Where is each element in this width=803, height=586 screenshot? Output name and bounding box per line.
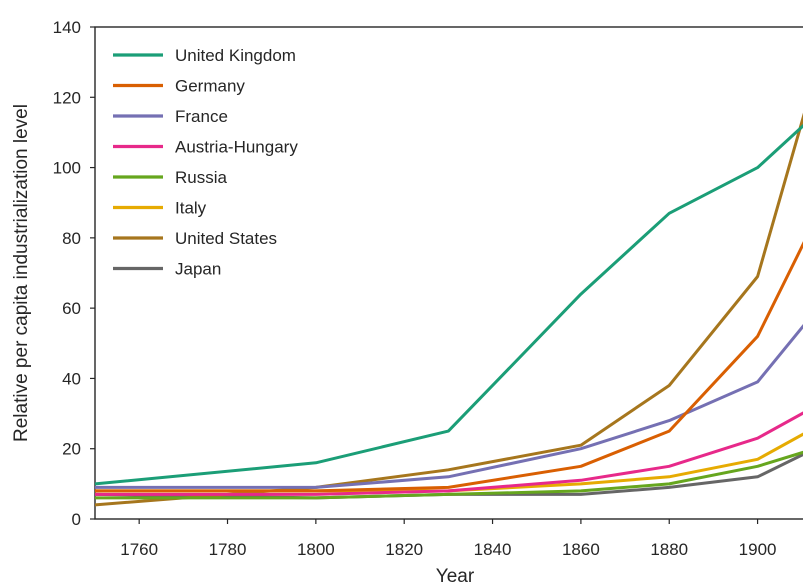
- x-tick-label: 1880: [650, 540, 688, 559]
- x-tick-label: 1820: [385, 540, 423, 559]
- legend-label-united-states: United States: [175, 229, 277, 248]
- legend-label-japan: Japan: [175, 260, 221, 279]
- y-tick-label: 40: [62, 369, 81, 388]
- legend-label-austria-hungary: Austria-Hungary: [175, 138, 298, 157]
- legend-label-italy: Italy: [175, 199, 207, 218]
- series-group: [95, 112, 803, 507]
- series-line-russia: [95, 450, 803, 500]
- y-axis-label: Relative per capita industrialization le…: [11, 104, 32, 442]
- legend-label-russia: Russia: [175, 168, 228, 187]
- x-tick-label: 1840: [474, 540, 512, 559]
- series-line-united-kingdom: [95, 123, 803, 486]
- y-tick-label: 60: [62, 299, 81, 318]
- y-tick-label: 140: [53, 18, 81, 37]
- x-tick-label: 1760: [120, 540, 158, 559]
- y-tick-label: 20: [62, 440, 81, 459]
- legend-label-france: France: [175, 107, 228, 126]
- legend: United Kingdom Germany France Austria-Hunga…: [113, 46, 298, 279]
- x-tick-label: 1860: [562, 540, 600, 559]
- series-line-germany: [95, 241, 803, 493]
- y-tick-label: 0: [72, 510, 81, 529]
- series-line-france: [95, 324, 803, 489]
- plot-frame: [94, 26, 803, 520]
- y-axis-ticks: 0 20 40 60 80 100 120 140: [53, 18, 95, 529]
- x-tick-label: 1780: [209, 540, 247, 559]
- x-tick-label: 1900: [739, 540, 777, 559]
- y-tick-label: 100: [53, 159, 81, 178]
- x-axis-label: Year: [436, 566, 475, 586]
- plot-area: [94, 26, 803, 520]
- legend-label-united-kingdom: United Kingdom: [175, 46, 296, 65]
- series-line-austria-hungary: [95, 411, 803, 496]
- y-tick-label: 120: [53, 88, 81, 107]
- legend-label-germany: Germany: [175, 77, 245, 96]
- x-axis-ticks: 1760 1780 1800 1820 1840 1860 1880 1900: [120, 519, 776, 559]
- x-tick-label: 1800: [297, 540, 335, 559]
- y-tick-label: 80: [62, 229, 81, 248]
